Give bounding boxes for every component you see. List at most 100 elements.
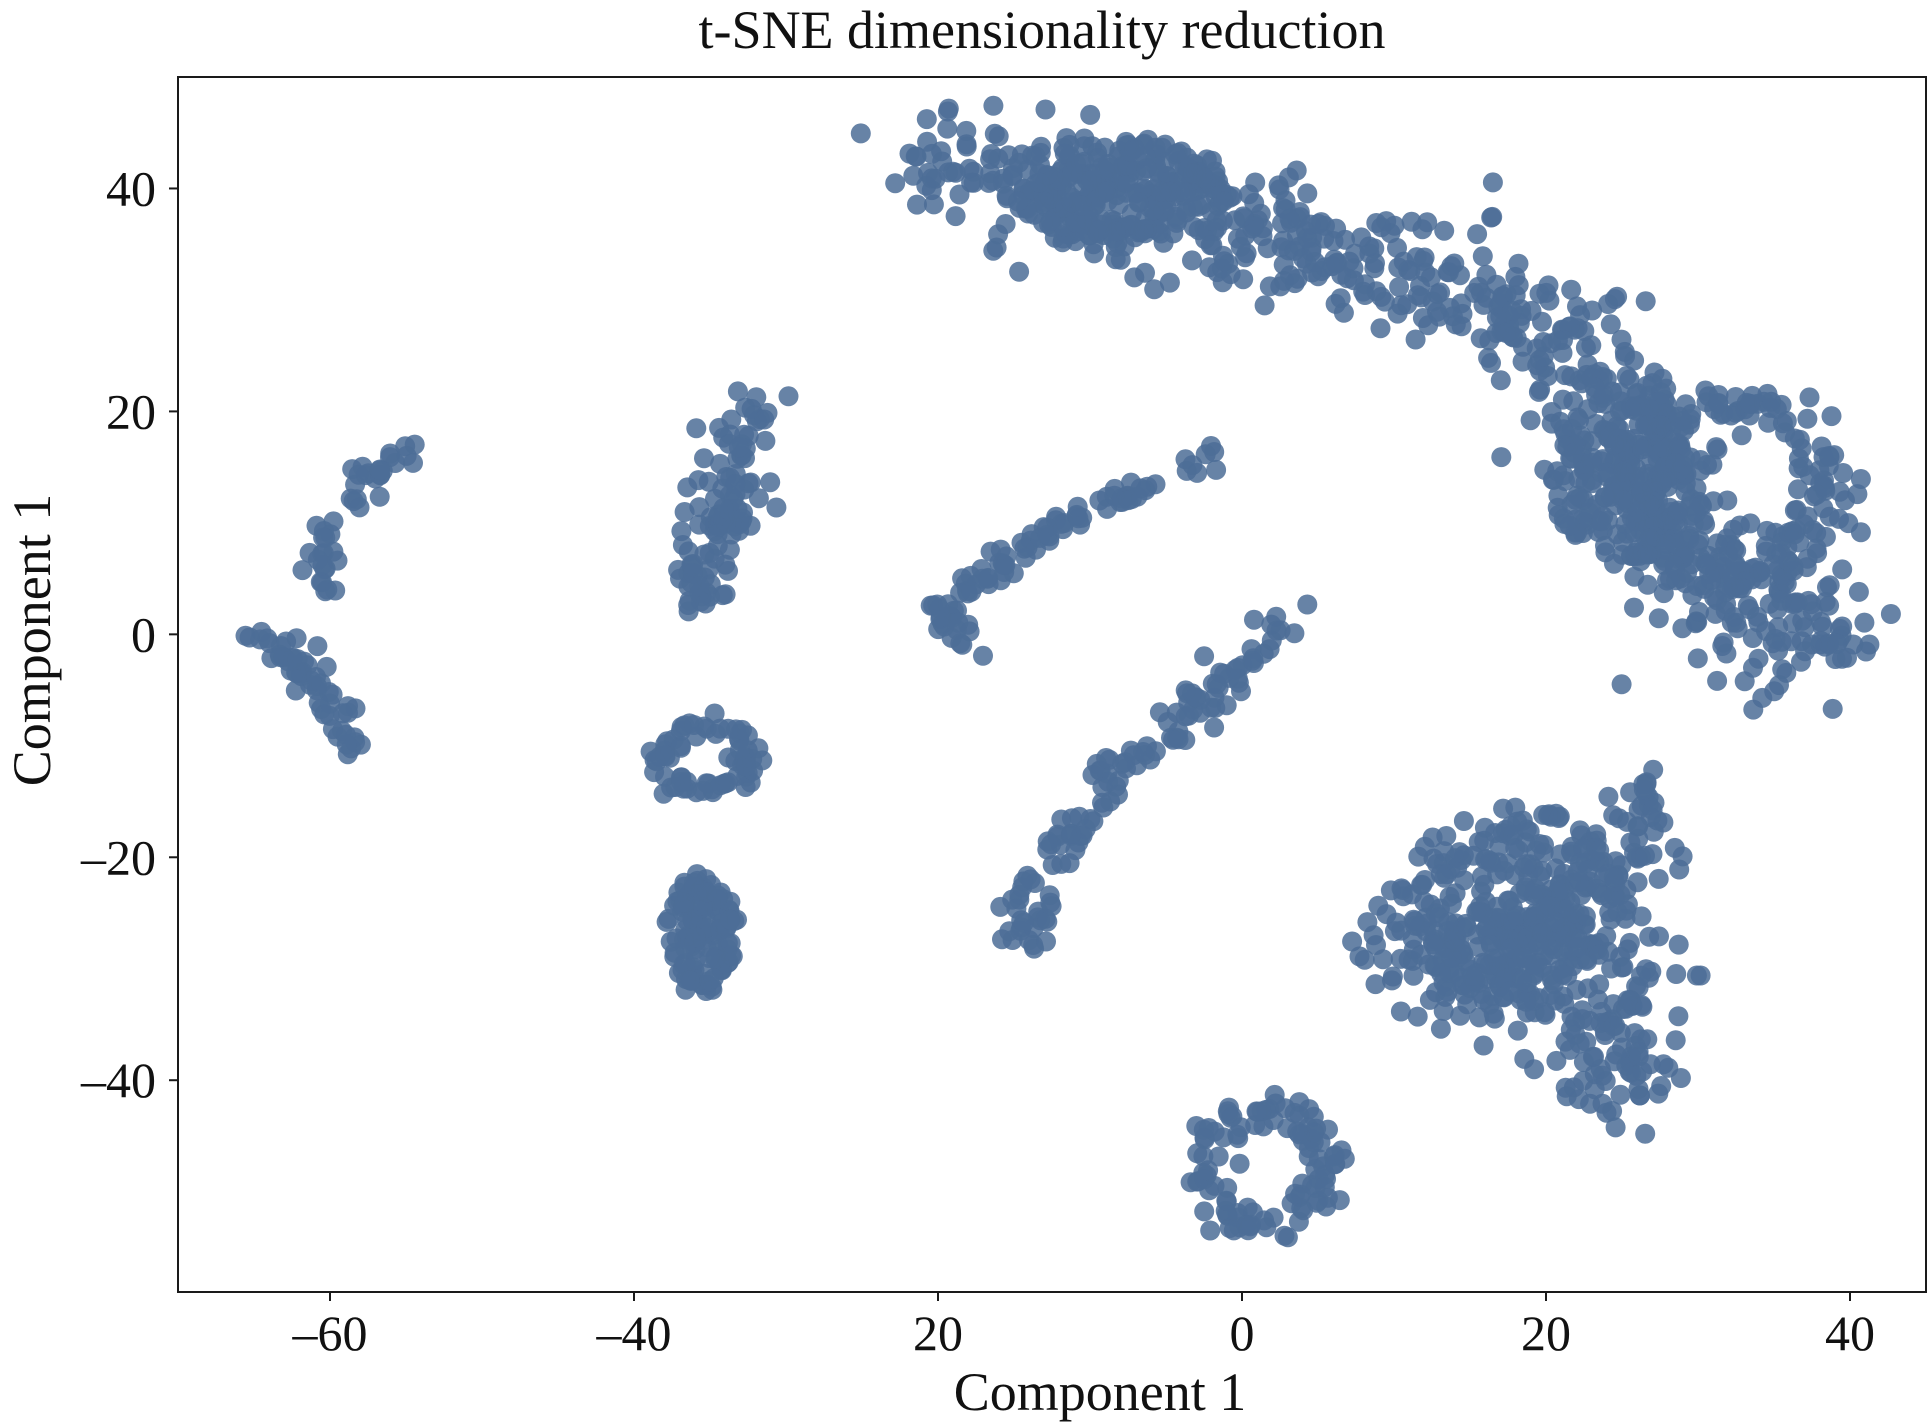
scatter-point xyxy=(1472,246,1493,267)
scatter-point xyxy=(1532,311,1552,332)
scatter-point xyxy=(1605,1117,1626,1138)
scatter-point xyxy=(1717,490,1738,511)
scatter-point xyxy=(956,120,977,141)
scatter-point xyxy=(1507,905,1527,926)
scatter-point xyxy=(1084,243,1105,264)
scatter-point xyxy=(1516,854,1537,875)
scatter-point xyxy=(916,109,937,130)
scatter-point xyxy=(1788,448,1809,469)
scatter-point xyxy=(938,98,959,119)
plot-area-frame xyxy=(177,76,1927,1293)
scatter-point xyxy=(1516,991,1537,1012)
scatter-point xyxy=(307,549,328,570)
scatter-point xyxy=(740,515,761,536)
scatter-point xyxy=(1080,104,1101,125)
scatter-point xyxy=(1549,879,1570,900)
scatter-point xyxy=(683,873,704,893)
scatter-point xyxy=(1626,1065,1647,1086)
scatter-point xyxy=(679,970,700,991)
scatter-point xyxy=(755,430,776,451)
scatter-point xyxy=(1854,612,1875,633)
scatter-point xyxy=(1611,674,1632,695)
scatter-point xyxy=(850,123,871,144)
scatter-point xyxy=(1081,170,1102,191)
scatter-point xyxy=(1603,805,1624,826)
scatter-point xyxy=(1792,610,1813,631)
scatter-point xyxy=(1037,524,1058,545)
scatter-point xyxy=(1292,248,1313,269)
scatter-point xyxy=(1474,874,1495,895)
scatter-point xyxy=(1813,475,1834,496)
chart-title: t-SNE dimensionality reduction xyxy=(699,0,1386,60)
scatter-point xyxy=(729,739,750,760)
scatter-point xyxy=(1648,608,1669,629)
scatter-point xyxy=(993,554,1014,575)
scatter-point xyxy=(1633,779,1654,800)
scatter-point xyxy=(1577,860,1598,881)
scatter-point xyxy=(670,737,691,758)
scatter-point xyxy=(1584,1079,1605,1100)
axis-ticks: –60 –40 20 0 20 40 40 20 0 –20 –40 xyxy=(80,160,1875,1361)
scatter-point xyxy=(677,477,698,498)
scatter-point xyxy=(1555,1031,1576,1052)
scatter-point xyxy=(349,497,370,518)
scatter-point xyxy=(1687,648,1708,669)
scatter-point xyxy=(1505,285,1526,306)
scatter-point xyxy=(1365,974,1386,995)
scatter-point xyxy=(727,381,748,402)
scatter-point xyxy=(1495,322,1516,343)
scatter-point xyxy=(1438,262,1459,283)
scatter-point xyxy=(1847,484,1868,505)
scatter-point xyxy=(1520,410,1541,431)
scatter-point xyxy=(1708,393,1729,414)
scatter-point xyxy=(1524,1059,1545,1080)
scatter-point xyxy=(1314,1177,1335,1198)
scatter-point xyxy=(1533,804,1554,825)
scatter-point xyxy=(338,702,358,723)
scatter-point xyxy=(1598,786,1619,807)
scatter-point xyxy=(1036,931,1056,952)
scatter-point xyxy=(1067,496,1088,517)
scatter-point xyxy=(1228,1128,1249,1149)
scatter-point xyxy=(1765,629,1786,649)
y-tick-label: 20 xyxy=(106,383,156,439)
scatter-point xyxy=(1002,165,1023,185)
scatter-point xyxy=(1648,868,1669,889)
scatter-point xyxy=(320,693,340,714)
scatter-point xyxy=(1821,406,1842,427)
scatter-point xyxy=(1456,917,1477,937)
scatter-point xyxy=(1037,911,1058,932)
scatter-point xyxy=(1285,1183,1306,1204)
y-tick-label: 0 xyxy=(131,606,156,662)
scatter-point xyxy=(1182,683,1203,704)
scatter-point xyxy=(695,593,716,614)
scatter-point xyxy=(949,184,970,205)
scatter-point xyxy=(1649,926,1669,947)
scatter-point xyxy=(943,161,964,182)
scatter-point xyxy=(923,194,944,215)
y-tick-label: –40 xyxy=(80,1052,156,1108)
scatter-point xyxy=(693,780,714,801)
scatter-point xyxy=(1233,206,1254,227)
scatter-point xyxy=(1829,508,1849,529)
scatter-point xyxy=(1643,821,1664,842)
scatter-point xyxy=(1680,447,1701,468)
scatter-point xyxy=(1707,533,1728,554)
scatter-point xyxy=(674,502,695,522)
scatter-point xyxy=(1194,646,1215,667)
scatter-point xyxy=(766,497,787,518)
scatter-point xyxy=(1254,295,1275,316)
scatter-point xyxy=(1640,1054,1661,1075)
scatter-point xyxy=(1584,1046,1604,1067)
scatter-point xyxy=(705,948,725,969)
scatter-point xyxy=(1732,578,1752,599)
scatter-point xyxy=(1409,916,1430,937)
scatter-point xyxy=(1539,896,1560,916)
scatter-point xyxy=(1565,928,1586,949)
scatter-point xyxy=(1354,949,1375,970)
scatter-point xyxy=(1200,235,1221,256)
scatter-point xyxy=(1642,800,1663,821)
scatter-point xyxy=(678,595,699,615)
scatter-point xyxy=(1168,729,1189,750)
scatter-point xyxy=(930,606,951,627)
